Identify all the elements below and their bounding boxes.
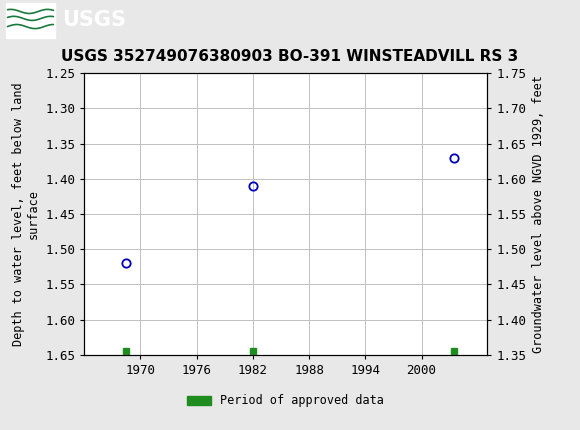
Text: USGS 352749076380903 BO-391 WINSTEADVILL RS 3: USGS 352749076380903 BO-391 WINSTEADVILL… [61, 49, 519, 64]
Legend: Period of approved data: Period of approved data [183, 390, 389, 412]
Bar [6, 3, 55, 37]
Text: USGS: USGS [62, 10, 126, 31]
Y-axis label: Groundwater level above NGVD 1929, feet: Groundwater level above NGVD 1929, feet [532, 75, 545, 353]
Y-axis label: Depth to water level, feet below land
surface: Depth to water level, feet below land su… [12, 82, 39, 346]
